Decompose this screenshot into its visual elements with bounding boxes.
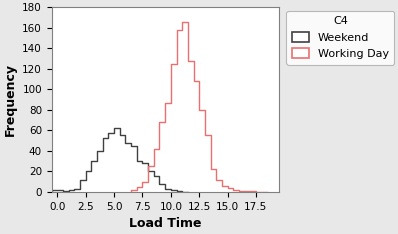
Y-axis label: Frequency: Frequency [4, 63, 17, 136]
Legend: Weekend, Working Day: Weekend, Working Day [287, 11, 394, 65]
X-axis label: Load Time: Load Time [129, 217, 201, 230]
